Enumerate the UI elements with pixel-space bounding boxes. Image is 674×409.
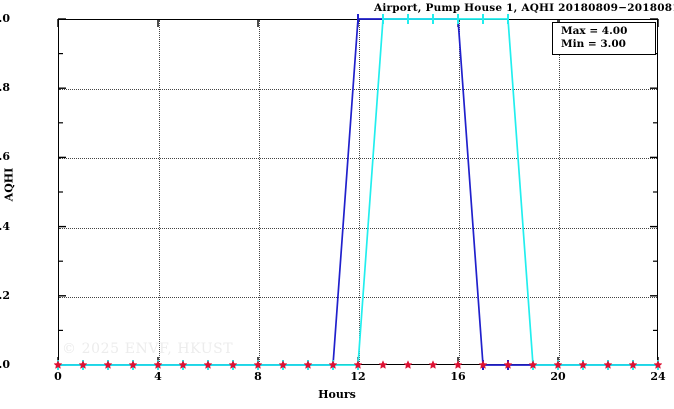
series-marker-star [603,360,613,369]
series-marker-star [378,360,388,369]
series-marker-star [403,360,413,369]
series-marker-star [178,360,188,369]
y-tick-label: 3.8 [0,81,10,95]
chart-title: Airport, Pump House 1, AQHI 20180809−201… [374,2,674,14]
series-marker-star [203,360,213,369]
minmax-annotation-box: Max = 4.00 Min = 3.00 [552,22,656,55]
series-marker-star [628,360,638,369]
series-marker-star [278,360,288,369]
series-marker-star [128,360,138,369]
series-marker-star [53,360,63,369]
series-line-cyan-series [58,18,658,366]
y-tick-label: 3.6 [0,150,10,164]
x-tick-label: 20 [550,370,566,383]
x-tick-label: 8 [254,370,262,383]
series-marker-star [228,360,238,369]
series-marker-star [578,360,588,369]
y-tick-label: 3.4 [0,219,10,233]
y-tick-label: 3.2 [0,288,10,302]
gridline-vertical [459,20,460,364]
gridline-vertical [359,20,360,364]
x-tick-label: 24 [650,370,666,383]
min-value-label: Min = 3.00 [561,38,626,50]
series-marker-star [103,360,113,369]
series-marker-star [253,360,263,369]
series-marker-star [153,360,163,369]
series-line-blue-series [58,18,658,366]
x-tick-label: 16 [450,370,466,383]
x-tick-label: 0 [54,370,62,383]
max-value-label: Max = 4.00 [561,25,628,37]
y-tick-label: 4.0 [0,12,10,25]
series-marker-star [478,360,488,369]
gridline-horizontal [59,89,657,91]
series-marker-star [303,360,313,369]
series-marker-star [328,360,338,369]
gridline-vertical [559,20,560,364]
y-tick-label: 3.0 [0,358,10,371]
series-marker-star [78,360,88,369]
series-marker-star [528,360,538,369]
series-marker-star [428,360,438,369]
gridline-vertical [259,20,260,364]
series-marker-star [653,360,663,369]
gridline-horizontal [59,227,657,229]
series-marker-star [453,360,463,369]
x-axis-label: Hours [318,388,356,401]
gridline-horizontal [59,296,657,298]
x-tick-label: 4 [154,370,162,383]
series-marker-star [503,360,513,369]
series-marker-star [353,360,363,369]
x-tick-label: 12 [350,370,366,383]
gridline-vertical [159,20,160,364]
series-marker-star [553,360,563,369]
gridline-horizontal [59,158,657,160]
